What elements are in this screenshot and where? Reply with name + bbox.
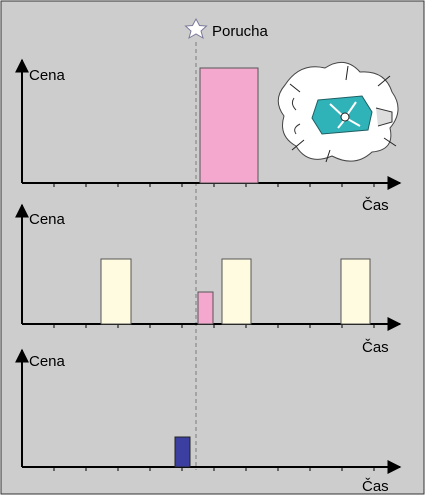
x-axis-label: Čas xyxy=(362,339,389,356)
maintenance-bar-1 xyxy=(100,258,132,325)
x-ticks xyxy=(53,467,375,471)
repair-bar xyxy=(197,291,214,325)
predictive-bar xyxy=(174,436,191,468)
panel-3: Cena Čas xyxy=(15,348,402,495)
x-ticks xyxy=(53,183,375,187)
x-axis-label: Čas xyxy=(362,478,389,495)
event-marker: Porucha xyxy=(184,17,269,470)
maintenance-bar-3 xyxy=(340,258,371,325)
event-label: Porucha xyxy=(212,23,269,40)
x-axis-label: Čas xyxy=(362,197,389,214)
x-ticks xyxy=(53,324,375,328)
star-icon xyxy=(184,17,208,40)
maintenance-bar-2 xyxy=(221,258,252,325)
cost-bar xyxy=(199,67,259,184)
y-axis-label: Cena xyxy=(29,211,66,228)
panel-1: Cena Čas xyxy=(15,58,402,214)
y-axis-label: Cena xyxy=(29,67,66,84)
broken-machine-icon xyxy=(277,61,399,163)
y-axis-label: Cena xyxy=(29,353,66,370)
panel-2: Cena Čas xyxy=(15,203,402,356)
